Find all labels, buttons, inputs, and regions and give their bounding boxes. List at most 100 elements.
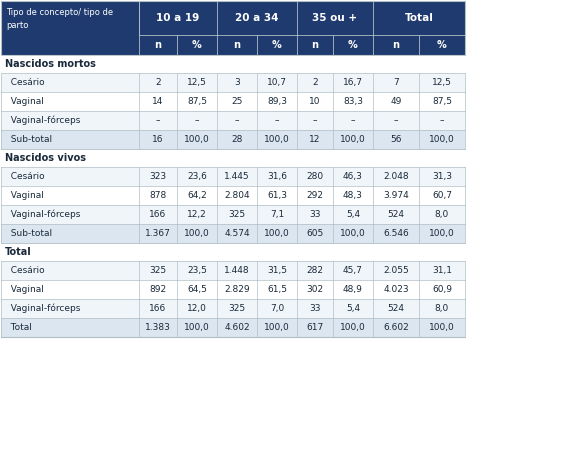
Text: 100,0: 100,0 xyxy=(264,135,290,144)
Bar xyxy=(1,205,465,224)
Bar xyxy=(1,130,465,149)
Text: 325: 325 xyxy=(150,266,167,275)
Text: 166: 166 xyxy=(150,304,167,313)
Text: –: – xyxy=(351,116,355,125)
Bar xyxy=(297,35,333,55)
Text: 4.602: 4.602 xyxy=(224,323,250,332)
Text: 33: 33 xyxy=(309,304,321,313)
Text: 49: 49 xyxy=(390,97,402,106)
Text: 2.829: 2.829 xyxy=(224,285,250,294)
Bar xyxy=(1,1,465,55)
Text: Vaginal: Vaginal xyxy=(5,191,44,200)
Text: 25: 25 xyxy=(232,97,243,106)
Text: 100,0: 100,0 xyxy=(184,135,210,144)
Text: 280: 280 xyxy=(307,172,324,181)
Text: Vaginal-fórceps: Vaginal-fórceps xyxy=(5,304,80,313)
Bar xyxy=(297,1,373,35)
Text: 12: 12 xyxy=(310,135,321,144)
Text: –: – xyxy=(235,116,239,125)
Bar xyxy=(1,299,465,318)
Text: Total: Total xyxy=(5,247,32,257)
Text: 61,3: 61,3 xyxy=(267,191,287,200)
Text: 31,1: 31,1 xyxy=(432,266,452,275)
Text: Sub-total: Sub-total xyxy=(5,229,52,238)
Text: 7,0: 7,0 xyxy=(270,304,284,313)
Text: 100,0: 100,0 xyxy=(184,229,210,238)
Text: 100,0: 100,0 xyxy=(340,323,366,332)
Text: 10 a 19: 10 a 19 xyxy=(156,13,200,23)
Text: 45,7: 45,7 xyxy=(343,266,363,275)
Text: 4.023: 4.023 xyxy=(383,285,409,294)
Text: 23,6: 23,6 xyxy=(187,172,207,181)
Text: 2.055: 2.055 xyxy=(383,266,409,275)
Text: 302: 302 xyxy=(307,285,324,294)
Text: 3: 3 xyxy=(234,78,240,87)
Text: 2.048: 2.048 xyxy=(383,172,409,181)
Bar xyxy=(177,35,217,55)
Bar xyxy=(1,73,465,92)
Text: %: % xyxy=(437,40,447,50)
Text: 524: 524 xyxy=(387,210,405,219)
Bar xyxy=(1,318,465,337)
Text: 83,3: 83,3 xyxy=(343,97,363,106)
Text: –: – xyxy=(313,116,318,125)
Text: parto: parto xyxy=(6,21,28,30)
Text: 12,2: 12,2 xyxy=(187,210,207,219)
Text: n: n xyxy=(393,40,399,50)
Text: 100,0: 100,0 xyxy=(429,323,455,332)
Text: 60,9: 60,9 xyxy=(432,285,452,294)
Text: 325: 325 xyxy=(228,304,246,313)
Text: 100,0: 100,0 xyxy=(340,135,366,144)
Text: 100,0: 100,0 xyxy=(429,135,455,144)
Text: 60,7: 60,7 xyxy=(432,191,452,200)
Bar xyxy=(217,1,297,35)
Text: Vaginal: Vaginal xyxy=(5,97,44,106)
Text: 5,4: 5,4 xyxy=(346,210,360,219)
Bar xyxy=(1,92,465,111)
Text: Sub-total: Sub-total xyxy=(5,135,52,144)
Text: 5,4: 5,4 xyxy=(346,304,360,313)
Text: Cesário: Cesário xyxy=(5,266,44,275)
Text: –: – xyxy=(275,116,279,125)
Text: 4.574: 4.574 xyxy=(224,229,250,238)
Text: 617: 617 xyxy=(306,323,324,332)
Text: Tipo de concepto/ tipo de: Tipo de concepto/ tipo de xyxy=(6,8,113,17)
Text: Cesário: Cesário xyxy=(5,172,44,181)
Text: 878: 878 xyxy=(150,191,167,200)
Text: 46,3: 46,3 xyxy=(343,172,363,181)
Text: 12,5: 12,5 xyxy=(187,78,207,87)
Text: 31,5: 31,5 xyxy=(267,266,287,275)
Text: –: – xyxy=(440,116,444,125)
Text: 892: 892 xyxy=(150,285,167,294)
Text: 87,5: 87,5 xyxy=(187,97,207,106)
Bar xyxy=(1,35,139,55)
Text: 166: 166 xyxy=(150,210,167,219)
Text: 6.546: 6.546 xyxy=(383,229,409,238)
Bar xyxy=(1,167,465,186)
Text: %: % xyxy=(272,40,282,50)
Text: 282: 282 xyxy=(307,266,324,275)
Text: 100,0: 100,0 xyxy=(264,229,290,238)
Text: Total: Total xyxy=(5,323,32,332)
Bar xyxy=(139,35,177,55)
Text: 100,0: 100,0 xyxy=(429,229,455,238)
Text: 100,0: 100,0 xyxy=(264,323,290,332)
Text: 61,5: 61,5 xyxy=(267,285,287,294)
Text: 325: 325 xyxy=(228,210,246,219)
Bar xyxy=(1,224,465,243)
Text: 31,3: 31,3 xyxy=(432,172,452,181)
Text: 56: 56 xyxy=(390,135,402,144)
Text: 2.804: 2.804 xyxy=(224,191,250,200)
Text: 323: 323 xyxy=(150,172,167,181)
Bar xyxy=(373,35,419,55)
Bar xyxy=(419,35,465,55)
Bar xyxy=(139,1,217,35)
Text: 23,5: 23,5 xyxy=(187,266,207,275)
Bar xyxy=(1,243,465,261)
Text: 16: 16 xyxy=(152,135,164,144)
Text: n: n xyxy=(233,40,241,50)
Bar xyxy=(1,186,465,205)
Text: n: n xyxy=(311,40,319,50)
Text: 100,0: 100,0 xyxy=(184,323,210,332)
Text: 14: 14 xyxy=(152,97,164,106)
